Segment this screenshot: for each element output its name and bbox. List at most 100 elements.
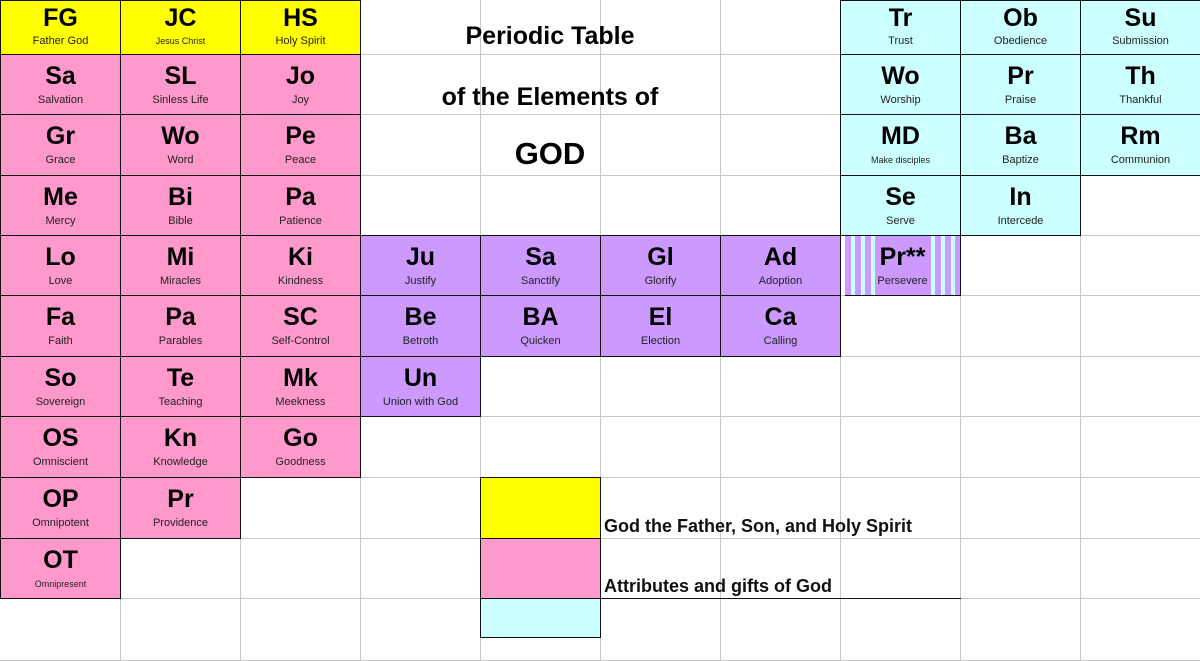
element-name: Omniscient	[32, 456, 89, 468]
element-tile-jo[interactable]: Jo Joy	[240, 54, 361, 115]
element-tile-sa-sanctify[interactable]: Sa Sanctify	[480, 235, 601, 296]
element-tile-lo[interactable]: Lo Love	[0, 235, 121, 296]
element-tile-el[interactable]: El Election	[600, 295, 721, 357]
element-tile-hs[interactable]: HS Holy Spirit	[240, 0, 361, 55]
grid-cell	[360, 175, 481, 236]
element-tile-md[interactable]: MD Make disciples	[840, 114, 961, 176]
element-symbol: MD	[881, 122, 920, 150]
legend-label-attributes: Attributes and gifts of God	[604, 576, 832, 596]
grid-cell	[480, 416, 601, 478]
element-name: Justify	[404, 275, 437, 287]
grid-cell	[600, 0, 721, 55]
element-name: Bible	[168, 215, 193, 227]
grid-cell	[480, 356, 601, 417]
element-name: Trust	[888, 35, 913, 47]
element-symbol: Mi	[166, 243, 195, 271]
element-tile-pr-providence[interactable]: Pr Providence	[120, 477, 241, 539]
element-tile-pa-patience[interactable]: Pa Patience	[240, 175, 361, 236]
element-name: Self-Control	[271, 335, 330, 347]
element-tile-me[interactable]: Me Mercy	[0, 175, 121, 236]
element-symbol: Gr	[45, 122, 76, 150]
element-tile-sc[interactable]: SC Self-Control	[240, 295, 361, 357]
grid-cell	[600, 54, 721, 115]
element-tile-ad[interactable]: Ad Adoption	[720, 235, 841, 296]
element-tile-bi[interactable]: Bi Bible	[120, 175, 241, 236]
element-tile-pr-praise[interactable]: Pr Praise	[960, 54, 1081, 115]
element-tile-ba[interactable]: Ba Baptize	[960, 114, 1081, 176]
element-symbol: FG	[43, 4, 78, 32]
element-tile-ju[interactable]: Ju Justify	[360, 235, 481, 296]
element-tile-wo-word[interactable]: Wo Word	[120, 114, 241, 176]
element-tile-gr[interactable]: Gr Grace	[0, 114, 121, 176]
element-symbol: Kn	[163, 424, 198, 452]
grid-cell	[960, 416, 1081, 478]
grid-cell	[840, 356, 961, 417]
element-tile-sl[interactable]: SL Sinless Life	[120, 54, 241, 115]
grid-cell	[960, 538, 1081, 599]
grid-cell	[840, 416, 961, 478]
element-tile-jc[interactable]: JC Jesus Christ	[120, 0, 241, 55]
element-name: Persevere	[877, 275, 928, 287]
element-tile-gl[interactable]: Gl Glorify	[600, 235, 721, 296]
legend-label-trinity: God the Father, Son, and Holy Spirit	[604, 516, 913, 536]
element-tile-ob[interactable]: Ob Obedience	[960, 0, 1081, 55]
element-tile-tr[interactable]: Tr Trust	[840, 0, 961, 55]
grid-cell	[720, 416, 841, 478]
element-symbol: Ba	[1004, 122, 1037, 150]
grid-cell	[720, 175, 841, 236]
element-tile-ot[interactable]: OT Omnipresent	[0, 538, 121, 599]
element-name: Calling	[763, 335, 798, 347]
element-tile-un[interactable]: Un Union with God	[360, 356, 481, 417]
element-name: Make disciples	[870, 155, 931, 165]
element-tile-op[interactable]: OP Omnipotent	[0, 477, 121, 539]
element-tile-mk[interactable]: Mk Meekness	[240, 356, 361, 417]
element-symbol: OT	[43, 546, 78, 574]
element-tile-ki[interactable]: Ki Kindness	[240, 235, 361, 296]
element-name: Teaching	[158, 396, 203, 408]
element-symbol: Se	[885, 183, 916, 211]
element-tile-in[interactable]: In Intercede	[960, 175, 1081, 236]
title-line-2: of the Elements of	[441, 83, 659, 111]
element-tile-go[interactable]: Go Goodness	[240, 416, 361, 478]
element-name: Grace	[45, 154, 76, 166]
element-name: Meekness	[275, 396, 326, 408]
element-tile-th[interactable]: Th Thankful	[1080, 54, 1200, 115]
element-tile-sa-salvation[interactable]: Sa Salvation	[0, 54, 121, 115]
element-tile-fg[interactable]: FG Father God	[0, 0, 121, 55]
element-symbol: Rm	[1120, 122, 1161, 150]
element-name: Knowledge	[153, 456, 208, 468]
element-tile-te[interactable]: Te Teaching	[120, 356, 241, 417]
element-symbol: HS	[283, 4, 318, 32]
element-name: Omnipotent	[32, 517, 89, 529]
element-name: Patience	[279, 215, 322, 227]
element-name: Omnipresent	[34, 579, 87, 589]
legend-swatch-response	[480, 598, 601, 638]
element-tile-pr-persevere[interactable]: Pr** Persevere	[845, 235, 961, 296]
element-tile-os[interactable]: OS Omniscient	[0, 416, 121, 478]
element-name: Obedience	[993, 35, 1048, 47]
element-tile-ba-quicken[interactable]: BA Quicken	[480, 295, 601, 357]
element-tile-se[interactable]: Se Serve	[840, 175, 961, 236]
element-tile-mi[interactable]: Mi Miracles	[120, 235, 241, 296]
grid-cell	[840, 538, 961, 599]
grid-cell	[1080, 477, 1200, 539]
element-symbol: Ju	[405, 243, 436, 271]
element-tile-fa[interactable]: Fa Faith	[0, 295, 121, 357]
element-symbol: Wo	[161, 122, 200, 150]
element-tile-rm[interactable]: Rm Communion	[1080, 114, 1200, 176]
element-tile-su[interactable]: Su Submission	[1080, 0, 1200, 55]
grid-cell	[960, 477, 1081, 539]
element-tile-kn[interactable]: Kn Knowledge	[120, 416, 241, 478]
element-tile-wo-worship[interactable]: Wo Worship	[840, 54, 961, 115]
element-tile-so[interactable]: So Sovereign	[0, 356, 121, 417]
grid-cell	[360, 0, 481, 55]
element-tile-pe[interactable]: Pe Peace	[240, 114, 361, 176]
element-tile-ca[interactable]: Ca Calling	[720, 295, 841, 357]
element-name: Goodness	[275, 456, 326, 468]
element-tile-pa-parables[interactable]: Pa Parables	[120, 295, 241, 357]
element-symbol: Sa	[525, 243, 556, 271]
grid-cell	[720, 477, 841, 539]
element-tile-be[interactable]: Be Betroth	[360, 295, 481, 357]
grid-cell	[960, 295, 1081, 357]
element-name: Peace	[284, 154, 317, 166]
